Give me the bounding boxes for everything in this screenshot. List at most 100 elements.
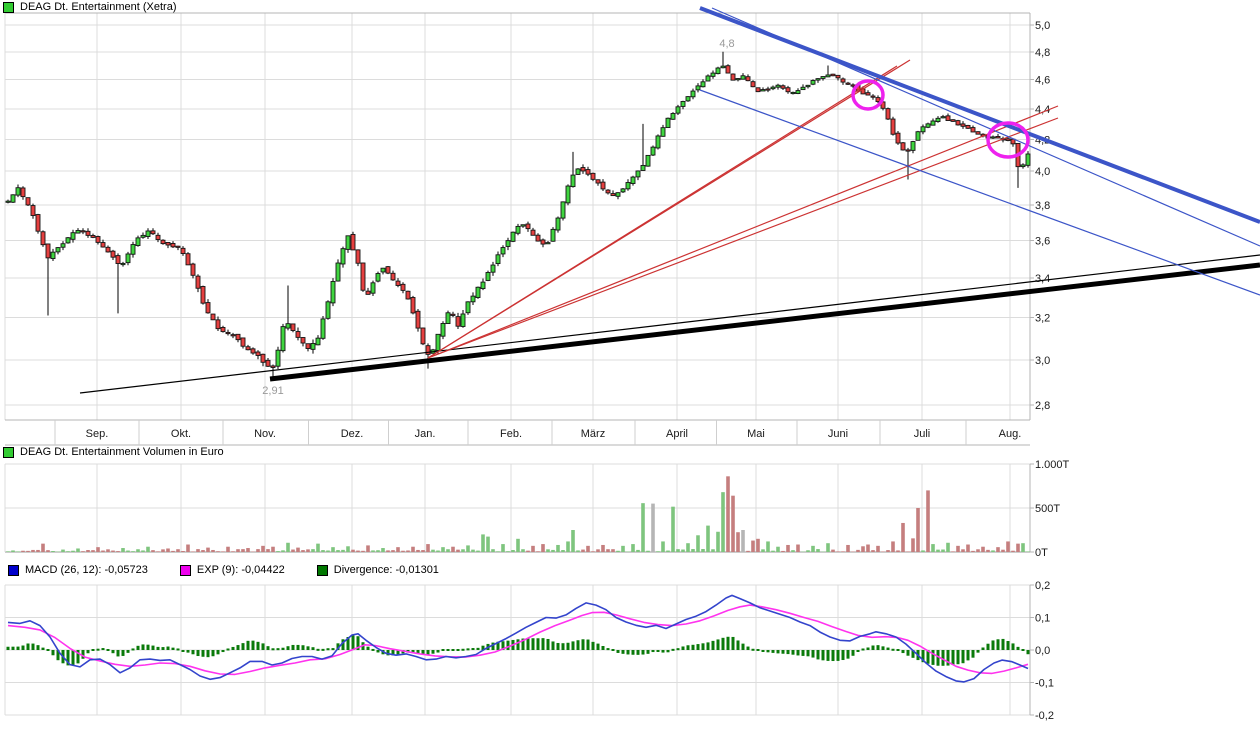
macd-histogram-bar	[396, 650, 400, 655]
candle	[690, 90, 696, 98]
macd-histogram-bar	[841, 650, 845, 661]
macd-histogram-bar	[136, 645, 140, 650]
fan-steep-b	[427, 65, 898, 359]
candle	[795, 90, 801, 94]
volume-bar	[201, 550, 205, 552]
macd-histogram-bar	[976, 650, 980, 653]
macd-histogram-bar	[66, 650, 70, 666]
macd-histogram-bar	[636, 650, 640, 655]
macd-histogram-bar	[791, 650, 795, 655]
volume-bar	[341, 549, 345, 552]
candle	[150, 230, 156, 235]
macd-histogram-bar	[36, 645, 40, 650]
volume-bar	[736, 532, 740, 552]
macd-histogram-bar	[596, 643, 600, 650]
candle	[425, 345, 431, 355]
volume-bar	[376, 550, 380, 552]
candle	[945, 115, 951, 121]
candle	[50, 251, 56, 260]
macd-histogram-bar	[601, 646, 605, 650]
volume-bar	[651, 503, 655, 552]
price-axis-label: 2,8	[1035, 400, 1050, 412]
candle	[525, 223, 531, 230]
macd-histogram-bar	[941, 650, 945, 666]
candle	[830, 73, 836, 77]
candle	[530, 229, 536, 236]
volume-bar	[416, 549, 420, 552]
candle	[90, 235, 96, 238]
candle	[290, 323, 296, 331]
volume-bar	[571, 530, 575, 552]
macd-histogram-bar	[756, 649, 760, 651]
candle	[700, 81, 706, 88]
macd-histogram-bar	[901, 650, 905, 654]
volume-bar	[1021, 543, 1025, 552]
candle	[275, 349, 281, 367]
volume-bar	[606, 549, 610, 552]
price-axis-label: 3,4	[1035, 273, 1050, 285]
macd-histogram-bar	[386, 650, 390, 656]
volume-bar	[301, 550, 305, 552]
candle	[765, 88, 771, 91]
candle	[185, 253, 191, 266]
macd-axis-label: 0,2	[1035, 580, 1050, 592]
macd-histogram-bar	[531, 638, 535, 650]
macd-legend-row: MACD (26, 12): -0,05723 EXP (9): -0,0442…	[8, 564, 465, 576]
candle	[490, 264, 496, 273]
macd-histogram-bar	[521, 638, 525, 650]
macd-histogram-bar	[111, 650, 115, 654]
macd-histogram-bar	[721, 637, 725, 650]
macd-histogram-bar	[146, 644, 150, 650]
candle	[800, 86, 806, 91]
candle	[660, 127, 666, 137]
volume-bar	[1026, 551, 1030, 552]
volume-bar	[361, 550, 365, 552]
candle	[410, 297, 416, 314]
volume-bar	[726, 476, 730, 552]
volume-bar	[551, 549, 555, 552]
candle	[210, 313, 216, 321]
candle	[205, 302, 211, 314]
candle	[600, 181, 606, 190]
macd-histogram-bar	[216, 650, 220, 655]
volume-bar	[1006, 541, 1010, 552]
macd-histogram-bar	[286, 646, 290, 650]
macd-histogram-bar	[711, 640, 715, 650]
macd-histogram-bar	[6, 646, 10, 650]
macd-histogram-bar	[16, 646, 20, 650]
macd-histogram-bar	[186, 650, 190, 653]
volume-bar	[146, 546, 150, 552]
volume-bar	[666, 550, 670, 552]
volume-bar	[751, 540, 755, 552]
candle	[680, 100, 686, 107]
macd-histogram-bar	[241, 643, 245, 650]
candle	[5, 200, 11, 203]
macd-histogram-bar	[731, 636, 735, 650]
volume-bar	[811, 545, 815, 552]
candle	[725, 65, 731, 74]
macd-histogram-bar	[166, 646, 170, 650]
x-axis-label: Jan.	[415, 428, 436, 440]
volume-bar	[741, 530, 745, 552]
volume-bar	[846, 544, 850, 552]
volume-bar	[966, 544, 970, 552]
macd-histogram-bar	[356, 636, 360, 650]
volume-bar	[491, 549, 495, 552]
candle	[450, 313, 456, 316]
candle	[715, 67, 721, 75]
volume-bar	[996, 547, 1000, 552]
candle	[475, 286, 481, 298]
candle	[615, 192, 621, 197]
volume-bar	[256, 549, 260, 552]
volume-bar	[191, 551, 195, 552]
candle	[785, 87, 791, 93]
candle	[650, 146, 656, 156]
candle	[505, 240, 511, 247]
volume-bar	[246, 548, 250, 552]
candle	[280, 326, 286, 352]
candle	[55, 247, 61, 253]
volume-bar	[761, 549, 765, 552]
candle	[905, 149, 911, 152]
macd-series-label: MACD (26, 12): -0,05723	[25, 564, 148, 576]
macd-histogram-bar	[476, 647, 480, 650]
